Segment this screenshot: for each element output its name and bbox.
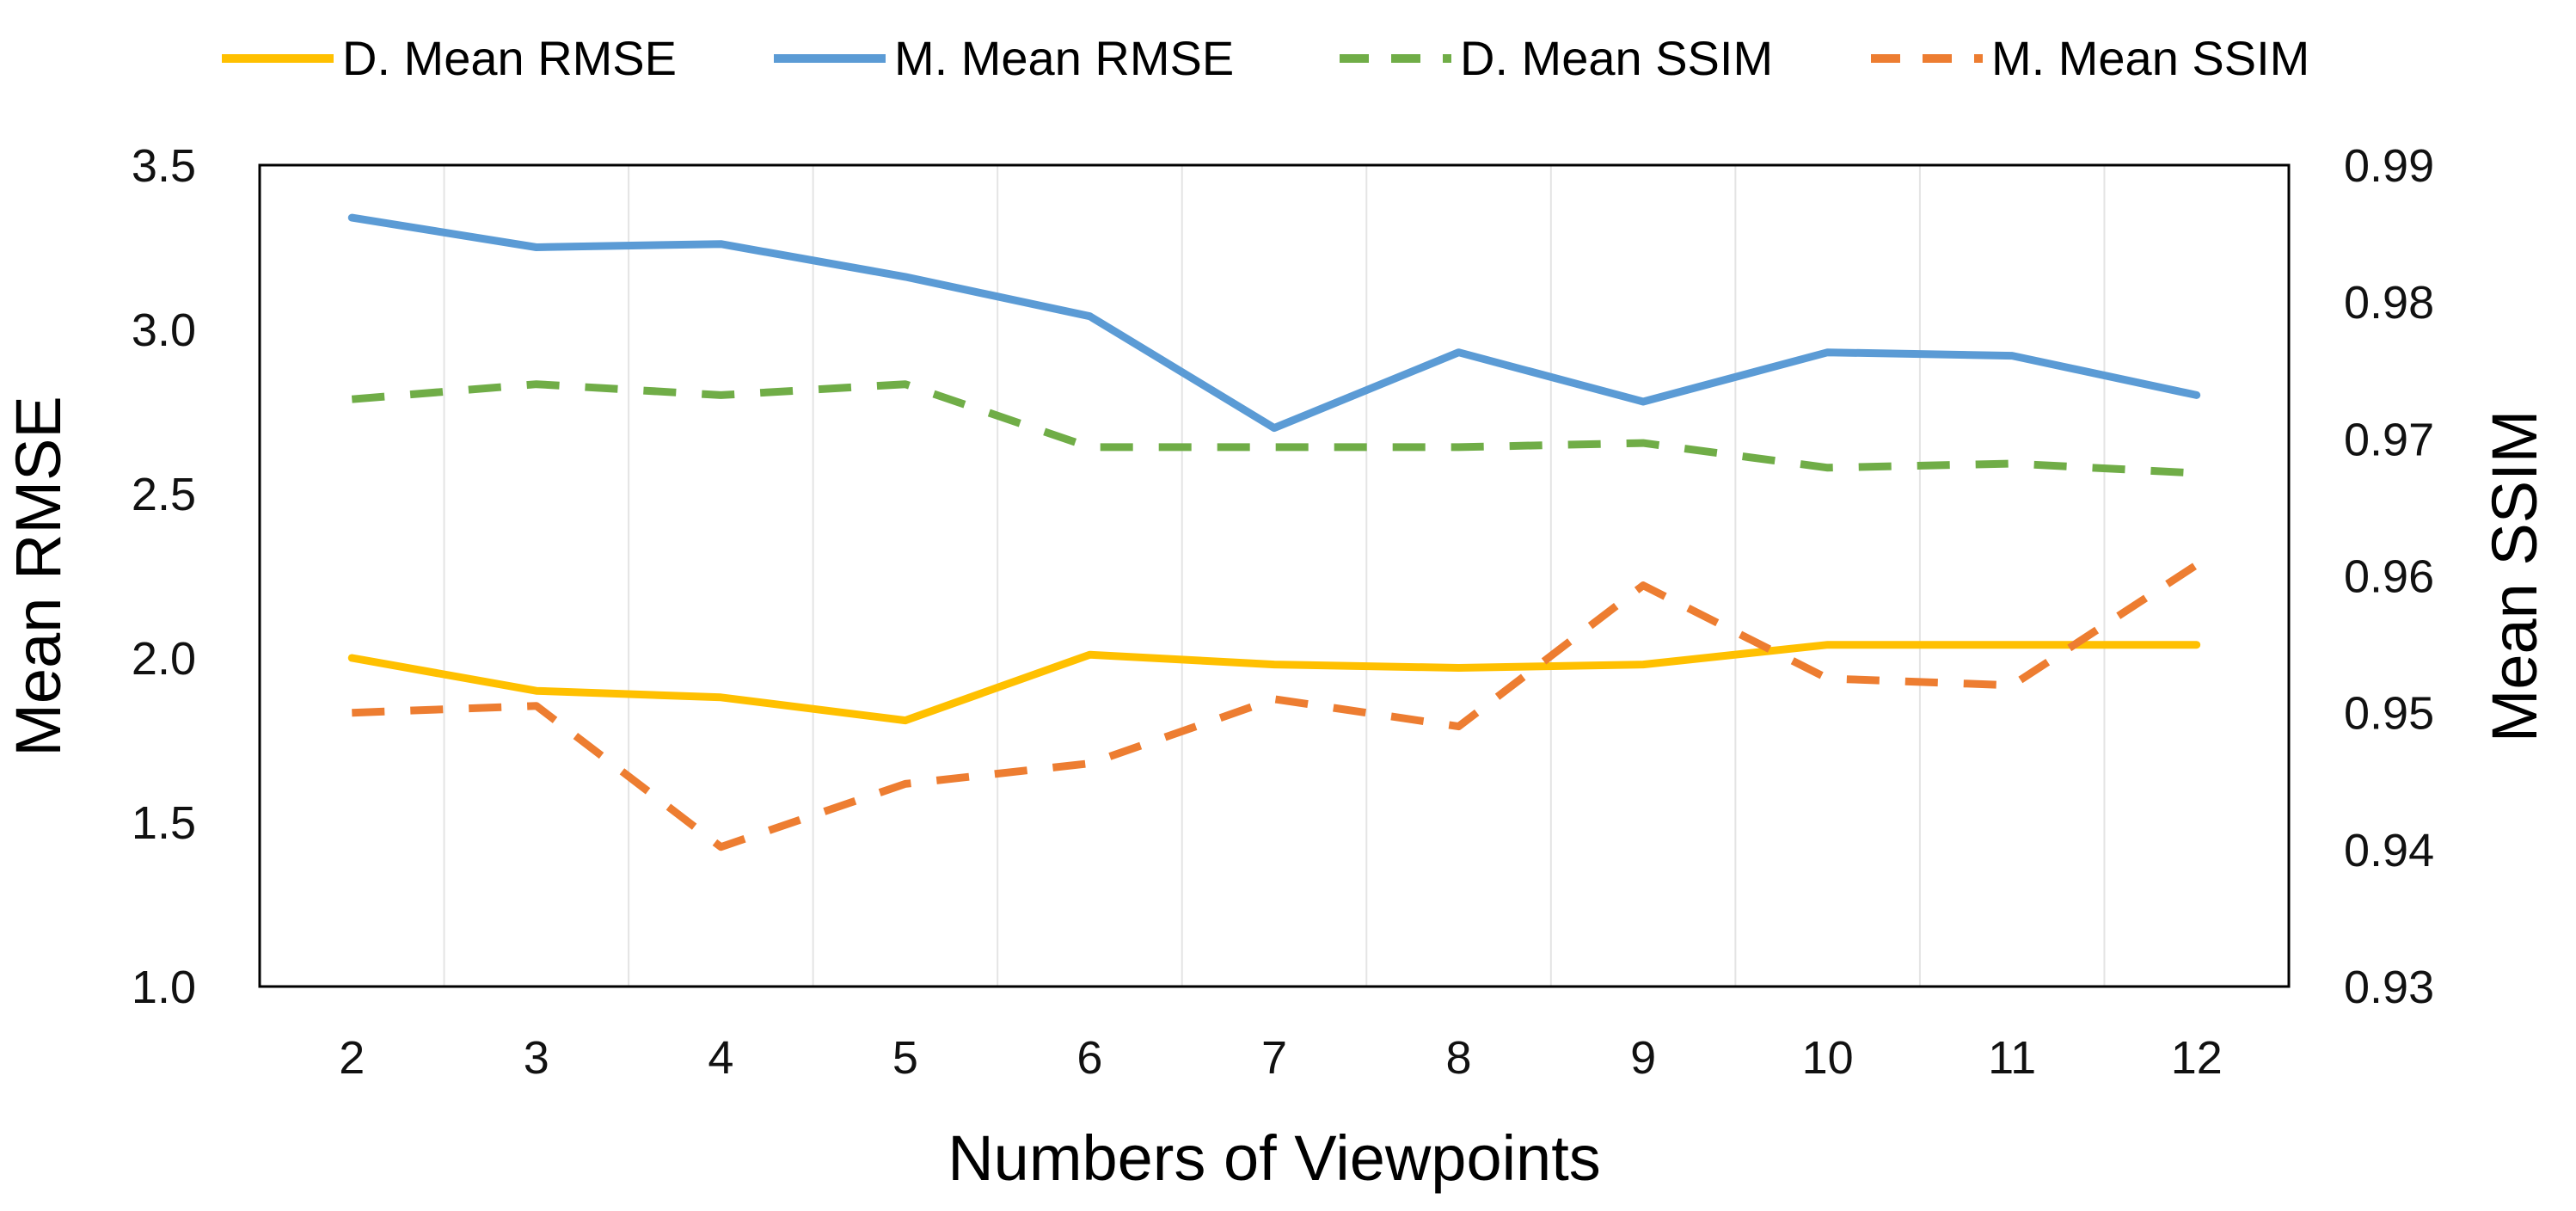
x-tick-label: 3 bbox=[524, 1032, 549, 1084]
x-axis-title: Numbers of Viewpoints bbox=[948, 1122, 1601, 1194]
y2-tick-label: 0.94 bbox=[2344, 825, 2434, 876]
gridlines bbox=[443, 165, 2106, 987]
x-axis: 2 3 4 5 6 7 8 9 10 11 12 bbox=[339, 1032, 2223, 1084]
x-tick-label: 8 bbox=[1446, 1032, 1472, 1084]
series-line-m-mean-rmse bbox=[347, 213, 2201, 433]
series-line-d-mean-rmse bbox=[347, 641, 2201, 725]
plot-area-border bbox=[258, 163, 2291, 988]
x-tick-label: 2 bbox=[339, 1032, 365, 1084]
legend-label: D. Mean RMSE bbox=[342, 31, 677, 85]
x-tick-label: 7 bbox=[1261, 1032, 1287, 1084]
right-axis: 0.93 0.94 0.95 0.96 0.97 0.98 0.99 bbox=[2344, 140, 2434, 1013]
x-tick-label: 6 bbox=[1076, 1032, 1102, 1084]
y2-axis-title: Mean SSIM bbox=[2479, 410, 2550, 743]
y-tick-label: 2.5 bbox=[132, 469, 196, 520]
y-tick-label: 1.5 bbox=[132, 797, 196, 849]
y2-tick-label: 0.97 bbox=[2344, 414, 2434, 465]
left-axis: 1.0 1.5 2.0 2.5 3.0 3.5 bbox=[132, 140, 196, 1013]
y-tick-label: 2.0 bbox=[132, 633, 196, 685]
series-line-d-mean-ssim bbox=[351, 380, 2197, 477]
y2-tick-label: 0.95 bbox=[2344, 688, 2434, 740]
legend-label: M. Mean RMSE bbox=[894, 31, 1234, 85]
series-layer bbox=[347, 213, 2201, 851]
x-tick-label: 5 bbox=[892, 1032, 918, 1084]
y-axis-title: Mean RMSE bbox=[3, 396, 74, 756]
x-tick-label: 9 bbox=[1630, 1032, 1656, 1084]
y2-tick-label: 0.93 bbox=[2344, 962, 2434, 1013]
y-tick-label: 3.0 bbox=[132, 304, 196, 356]
y-tick-label: 3.5 bbox=[132, 140, 196, 192]
y2-tick-label: 0.98 bbox=[2344, 277, 2434, 329]
x-tick-label: 10 bbox=[1802, 1032, 1854, 1084]
legend: D. Mean RMSE M. Mean RMSE D. Mean SSIM M. M… bbox=[222, 31, 2309, 85]
y2-tick-label: 0.99 bbox=[2344, 140, 2434, 192]
y-tick-label: 1.0 bbox=[132, 962, 196, 1013]
y2-tick-label: 0.96 bbox=[2344, 551, 2434, 603]
x-tick-label: 11 bbox=[1988, 1032, 2036, 1084]
x-tick-label: 12 bbox=[2171, 1032, 2223, 1084]
legend-label: D. Mean SSIM bbox=[1460, 31, 1773, 85]
legend-label: M. Mean SSIM bbox=[1991, 31, 2309, 85]
x-tick-label: 4 bbox=[708, 1032, 733, 1084]
